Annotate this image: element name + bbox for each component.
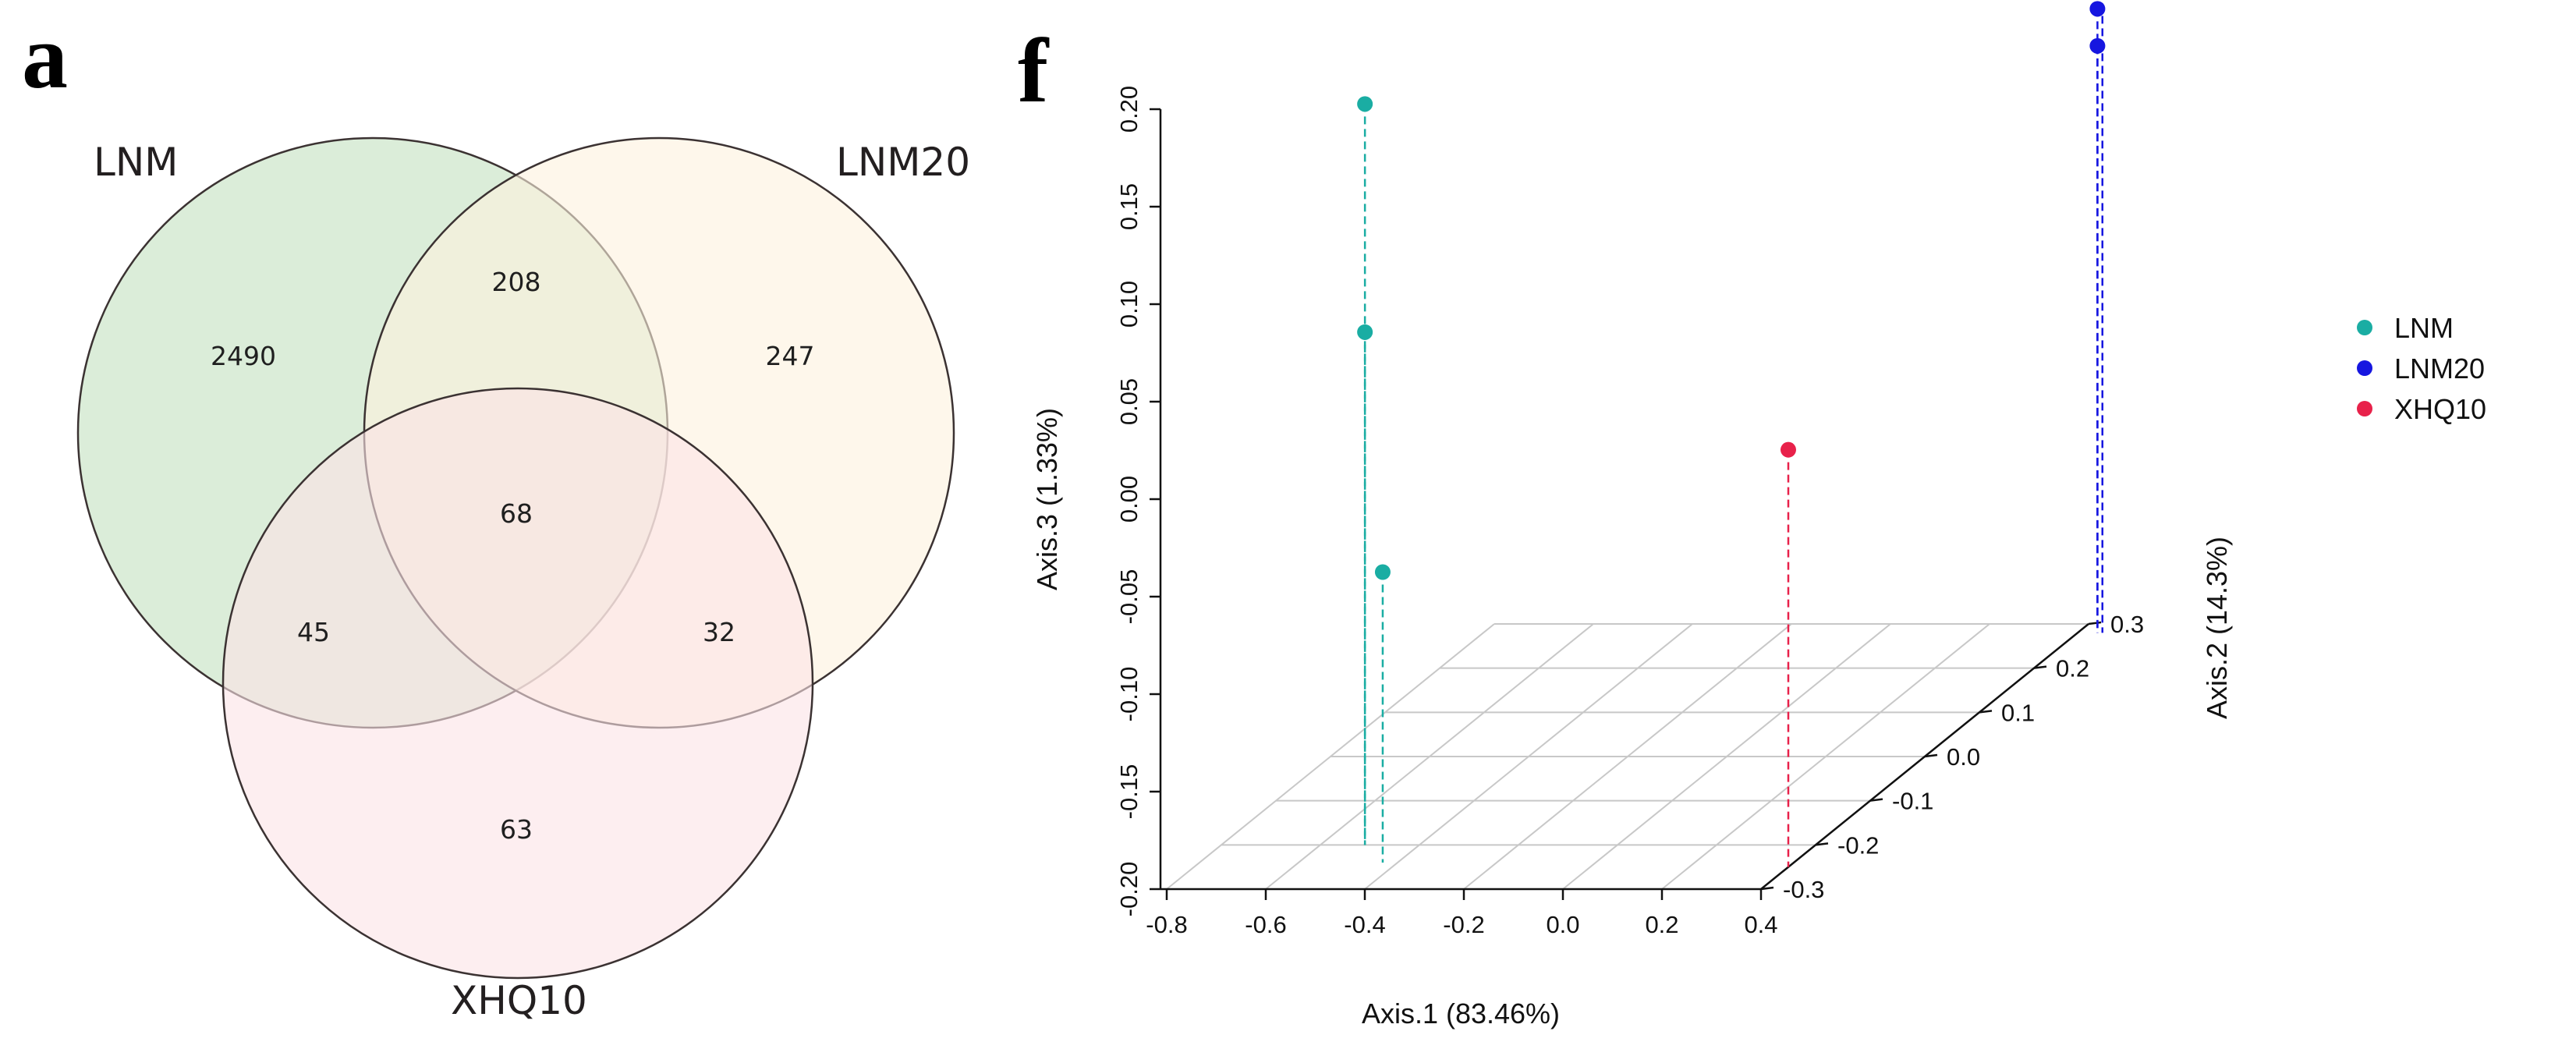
y-tick-label-5: 0.2 [2056,655,2089,682]
panel-letter-a: a [22,5,68,108]
z-tick-label-6: 0.10 [1115,281,1143,328]
x-tick-label-1: -0.6 [1245,911,1286,938]
pcoa-points [1357,1,2106,580]
x-tick-label-2: -0.4 [1344,911,1385,938]
z-tick-label-3: -0.05 [1115,569,1143,625]
venn-set-label-xhq10: XHQ10 [451,978,587,1023]
y-axis-title: Axis.2 (14.3%) [2201,537,2233,719]
z-tick-label-0: -0.20 [1115,862,1143,917]
y-tick-mark-2 [1869,798,1883,802]
x-tick-label-5: 0.2 [1645,911,1678,938]
y-tick-mark-6 [2088,621,2102,626]
legend-marker-xhq10 [2357,401,2372,416]
venn-region-lnm20-xhq10: 32 [703,617,735,647]
x-tick-label-3: -0.2 [1443,911,1484,938]
y-tick-mark-4 [1979,710,1993,714]
venn-region-xhq10-only: 63 [500,814,533,845]
point-lnm-2 [1374,564,1391,580]
venn-region-lnm-lnm20: 208 [492,267,541,297]
y-tick-label-0: -0.3 [1783,876,1824,903]
point-lnm-1 [1357,324,1373,340]
y-tick-label-2: -0.1 [1892,788,1933,815]
point-lnm20-1 [2089,1,2106,17]
x-tick-label-4: 0.0 [1546,911,1579,938]
y-tick-label-6: 0.3 [2110,611,2144,638]
venn-panel: a LNM LNM20 XHQ10 2490 247 63 208 45 32 … [22,5,970,1023]
venn-set-label-lnm20: LNM20 [836,140,970,185]
y-tick-label-1: -0.2 [1837,831,1879,859]
z-tick-label-1: -0.15 [1115,764,1143,820]
y-tick-mark-5 [2033,665,2047,669]
point-lnm-0 [1357,96,1373,112]
point-xhq10-0 [1781,441,1796,458]
y-tick-mark-0 [1760,886,1774,891]
legend-marker-lnm20 [2357,360,2372,376]
legend-label-lnm20: LNM20 [2394,353,2485,385]
pcoa-axes [1150,108,2102,900]
pcoa-legend: LNM LNM20 XHQ10 [2357,312,2486,425]
y-tick-mark-3 [1924,753,1938,758]
x-axis-title: Axis.1 (83.46%) [1362,998,1560,1030]
z-tick-label-8: 0.20 [1115,86,1143,133]
z-tick-label-4: 0.00 [1115,476,1143,523]
z-tick-label-7: 0.15 [1115,183,1143,230]
legend-label-lnm: LNM [2394,312,2454,344]
venn-region-lnm-xhq10: 45 [297,617,330,647]
legend-marker-lnm [2357,320,2372,335]
pcoa-tick-labels: -0.8 -0.6 -0.4 -0.2 0.0 0.2 0.4-0.3 -0.2 -0.1 0.0… [1115,86,2144,938]
y-tick-label-3: 0.0 [1947,743,1980,771]
pcoa-panel: f -0.8 -0.6 -0.4 -0.2 0.0 0.2 0.4-0.3-0.2-0.10… [1018,0,2486,1030]
point-lnm20-2 [2089,37,2106,54]
z-axis-title: Axis.3 (1.33%) [1031,408,1063,590]
y-tick-mark-1 [1815,842,1829,846]
venn-region-all: 68 [500,498,533,529]
venn-region-lnm20-only: 247 [766,341,815,371]
y-tick-label-4: 0.1 [2001,699,2035,726]
venn-circle-xhq10 [221,387,814,980]
venn-region-lnm-only: 2490 [211,341,276,371]
z-tick-label-5: 0.05 [1115,378,1143,425]
x-tick-label-6: 0.4 [1744,911,1777,938]
z-tick-label-2: -0.10 [1115,667,1143,722]
panel-letter-f: f [1018,19,1050,122]
pcoa-drop-lines [1363,0,2103,867]
legend-label-xhq10: XHQ10 [2394,393,2486,425]
x-tick-label-0: -0.8 [1146,911,1187,938]
venn-set-label-lnm: LNM [94,140,178,185]
